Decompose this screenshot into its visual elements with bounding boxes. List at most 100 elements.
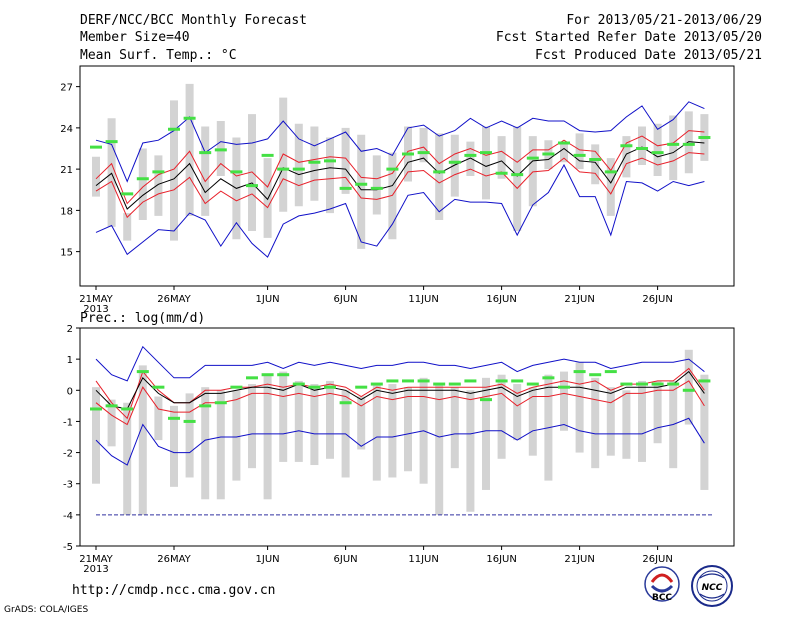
spread-bar bbox=[482, 377, 490, 490]
observation-marker bbox=[573, 370, 586, 374]
observation-marker bbox=[386, 167, 399, 171]
inner-upper-line bbox=[95, 130, 705, 205]
spread-bar bbox=[326, 137, 334, 214]
spread-bar bbox=[435, 384, 444, 515]
observation-marker bbox=[511, 173, 524, 177]
spread-bar bbox=[388, 384, 397, 478]
observation-marker bbox=[277, 373, 290, 377]
outer-min-line bbox=[95, 417, 705, 466]
observation-marker bbox=[230, 385, 243, 389]
observation-marker bbox=[105, 404, 118, 408]
observation-marker bbox=[480, 151, 492, 155]
observation-marker bbox=[511, 379, 524, 383]
observation-marker bbox=[136, 370, 149, 374]
spread-bar bbox=[92, 156, 100, 197]
observation-marker bbox=[464, 379, 477, 383]
spread-bar bbox=[513, 384, 522, 441]
observation-marker bbox=[121, 407, 134, 411]
forecast-period: For 2013/05/21-2013/06/29 bbox=[566, 13, 762, 28]
y-tick-label: 24 bbox=[60, 124, 73, 135]
observation-marker bbox=[386, 379, 399, 383]
observation-marker bbox=[308, 385, 321, 389]
spread-bar bbox=[326, 380, 334, 459]
observation-marker bbox=[168, 416, 180, 420]
inner-upper-line bbox=[95, 367, 705, 420]
observation-marker bbox=[682, 388, 695, 392]
observation-marker bbox=[402, 379, 414, 383]
plot-frame bbox=[79, 327, 735, 547]
x-tick-label: 26JUN bbox=[642, 554, 672, 565]
observation-marker bbox=[558, 385, 570, 389]
inner-lower-line bbox=[95, 380, 705, 426]
observation-marker bbox=[542, 152, 555, 156]
observation-marker bbox=[292, 382, 305, 386]
spread-bar bbox=[388, 152, 397, 240]
outer-max-line bbox=[95, 163, 705, 258]
spread-bar bbox=[638, 380, 646, 462]
spread-bar bbox=[528, 136, 537, 207]
outer-max-line bbox=[95, 345, 705, 382]
observation-marker bbox=[573, 153, 586, 157]
spread-bar bbox=[684, 111, 693, 174]
spread-bar bbox=[248, 384, 256, 469]
x-tick-label: 21JUN bbox=[564, 554, 594, 565]
bcc-logo-text: BCC bbox=[652, 593, 672, 603]
observation-marker bbox=[417, 151, 430, 155]
spread-bar bbox=[606, 158, 615, 216]
observation-marker bbox=[214, 401, 227, 405]
observation-marker bbox=[277, 167, 290, 171]
member-size: Member Size=40 bbox=[80, 30, 190, 45]
spread-bar bbox=[653, 380, 662, 444]
x-tick-label: 16JUN bbox=[486, 554, 516, 565]
x-tick-label: 21MAY bbox=[79, 554, 113, 565]
observation-marker bbox=[214, 148, 227, 152]
observation-marker bbox=[168, 127, 180, 131]
observation-marker bbox=[370, 186, 383, 190]
spread-bar bbox=[216, 390, 225, 500]
observation-marker bbox=[651, 382, 664, 386]
spread-bar bbox=[232, 390, 241, 481]
observation-marker bbox=[636, 147, 648, 150]
observation-marker bbox=[292, 167, 305, 171]
spread-bar bbox=[185, 393, 194, 478]
y-tick-label: -2 bbox=[63, 449, 73, 460]
spread-bar bbox=[575, 133, 584, 170]
spread-bar bbox=[107, 399, 116, 447]
observation-marker bbox=[324, 159, 336, 163]
x-tick-label: 6JUN bbox=[334, 554, 358, 565]
forecast-start-date: Fcst Started Refer Date 2013/05/20 bbox=[496, 30, 762, 45]
observation-marker bbox=[261, 153, 274, 157]
observation-marker bbox=[526, 382, 539, 386]
observation-marker bbox=[417, 379, 430, 383]
spread-bar bbox=[622, 390, 631, 459]
spread-bar bbox=[372, 384, 381, 481]
observation-marker bbox=[495, 379, 508, 383]
spread-bar bbox=[435, 133, 444, 220]
observation-marker bbox=[183, 419, 196, 423]
spread-bar bbox=[669, 115, 678, 181]
y-tick-label: -4 bbox=[63, 511, 73, 522]
observation-marker bbox=[230, 170, 243, 174]
y-tick-label: -1 bbox=[63, 417, 73, 428]
observation-marker bbox=[246, 184, 258, 188]
spread-bar bbox=[622, 136, 631, 178]
spread-bar bbox=[591, 377, 600, 469]
observation-marker bbox=[620, 144, 633, 148]
observation-marker bbox=[308, 160, 321, 164]
forecast-produced-date: Fcst Produced Date 2013/05/21 bbox=[535, 48, 762, 63]
observation-marker bbox=[355, 182, 368, 186]
observation-marker bbox=[370, 382, 383, 386]
x-tick-label: 6JUN bbox=[334, 294, 358, 305]
temperature-panel: 15 18 21 24 27 21MAY 26MAY 1JUN 6JUN 11JUN 16JUN 21… bbox=[60, 65, 735, 315]
observation-marker bbox=[558, 141, 570, 145]
spread-bar bbox=[372, 155, 381, 215]
observation-marker bbox=[480, 398, 492, 402]
x-tick-label: 26MAY bbox=[157, 294, 191, 305]
spread-bar bbox=[591, 144, 600, 185]
observation-marker bbox=[90, 145, 102, 149]
observation-marker bbox=[433, 170, 446, 174]
observation-marker bbox=[667, 142, 680, 146]
spread-bar bbox=[170, 100, 178, 241]
spread-bar bbox=[466, 141, 475, 176]
spread-bar bbox=[357, 134, 366, 249]
